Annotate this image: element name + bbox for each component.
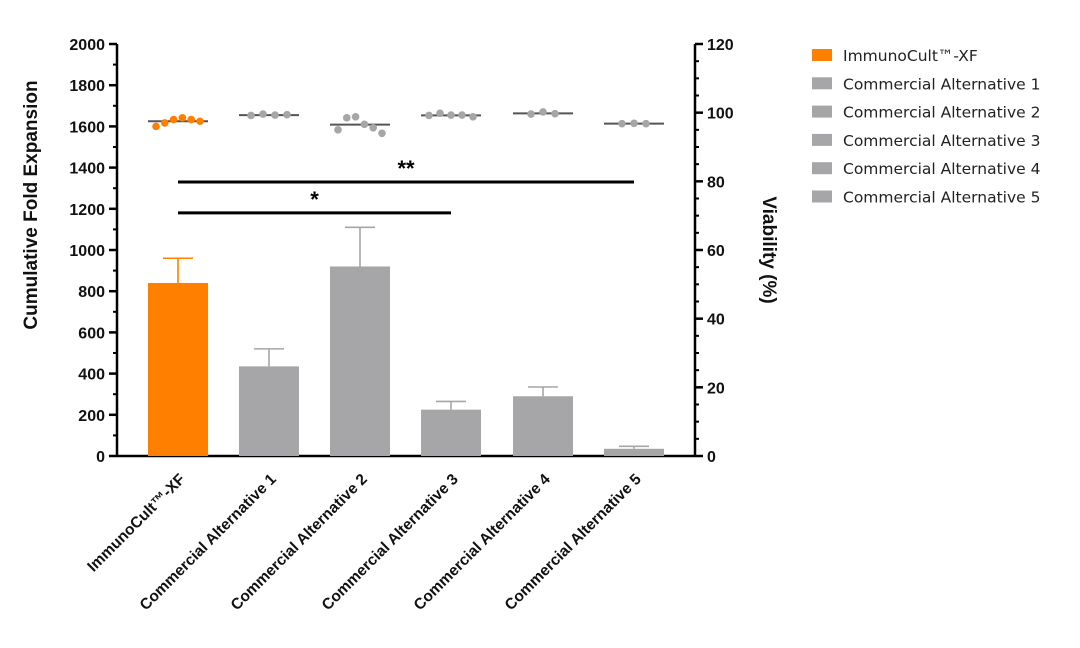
bar	[239, 366, 299, 456]
viability-point	[196, 117, 204, 126]
legend-swatch	[812, 105, 832, 118]
legend-label: ImmunoCult™-XF	[843, 47, 978, 65]
legend-label: Commercial Alternative 4	[843, 160, 1040, 178]
y2-tick-label: 60	[707, 243, 725, 260]
legend-label: Commercial Alternative 2	[843, 104, 1040, 122]
legend-label: Commercial Alternative 3	[843, 132, 1040, 150]
viability-point	[247, 111, 255, 120]
y-tick-label: 800	[78, 284, 105, 301]
legend-swatch	[812, 162, 832, 175]
x-tick-label: ImmunoCult™-XF	[84, 471, 189, 576]
legend-swatch	[812, 190, 832, 203]
legend-swatch	[812, 49, 832, 61]
viability-point	[360, 120, 369, 129]
plot-area: 0 200 400 600 800 1000 1200 1400 1600 1800 2000 0 20…	[69, 37, 733, 614]
viability-point	[458, 111, 466, 119]
y-tick-label: 1800	[69, 78, 105, 95]
bar	[148, 282, 208, 456]
viability-point	[343, 114, 351, 122]
viability-point	[618, 119, 626, 128]
y-tick-label: 1000	[69, 243, 105, 260]
legend-swatch	[812, 133, 832, 146]
viability-point	[630, 119, 638, 128]
bar	[421, 409, 481, 456]
viability-point	[178, 114, 187, 122]
bar	[604, 448, 664, 456]
y-tick-label: 400	[78, 367, 105, 384]
viability-point	[539, 108, 547, 116]
bar	[330, 266, 390, 456]
viability-point	[447, 111, 455, 119]
viability-point	[527, 110, 535, 118]
y-tick-label: 1200	[69, 202, 105, 219]
viability-point	[642, 119, 650, 128]
viability-point	[187, 115, 195, 124]
y-tick-label: 600	[78, 325, 105, 342]
viability-point	[271, 111, 279, 119]
y2-tick-label: 120	[707, 37, 734, 54]
y2-tick-label: 0	[707, 449, 716, 466]
y-tick-label: 1600	[69, 119, 105, 136]
y2-tick-label: 40	[707, 312, 725, 329]
bar	[513, 396, 573, 456]
significance-label: *	[310, 187, 319, 212]
legend-label: Commercial Alternative 1	[843, 75, 1040, 93]
y2-tick-label: 80	[707, 174, 725, 191]
y-tick-label: 0	[96, 449, 105, 466]
viability-point	[436, 109, 444, 118]
viability-point	[425, 111, 433, 120]
y-tick-label: 2000	[69, 37, 105, 54]
viability-point	[351, 112, 360, 121]
viability-point	[334, 126, 342, 134]
viability-point	[378, 129, 386, 138]
viability-point	[551, 109, 559, 118]
y2-axis-title: Viability (%)	[758, 196, 779, 303]
viability-point	[152, 122, 160, 131]
legend-swatch	[812, 77, 832, 90]
viability-point	[169, 115, 178, 124]
legend-label: Commercial Alternative 5	[843, 189, 1040, 207]
viability-point	[161, 119, 169, 127]
y-tick-label: 1400	[69, 161, 105, 178]
y2-tick-label: 100	[707, 106, 734, 123]
viability-point	[283, 110, 291, 119]
y-axis-title: Cumulative Fold Expansion	[21, 80, 42, 329]
significance-label: **	[397, 156, 415, 181]
viability-point	[259, 110, 267, 118]
viability-point	[369, 123, 378, 132]
legend: ImmunoCult™-XF Commercial Alternative 1 Co…	[812, 47, 1040, 207]
y-tick-label: 200	[78, 408, 105, 425]
y2-tick-label: 20	[707, 380, 725, 397]
viability-point	[469, 112, 477, 121]
